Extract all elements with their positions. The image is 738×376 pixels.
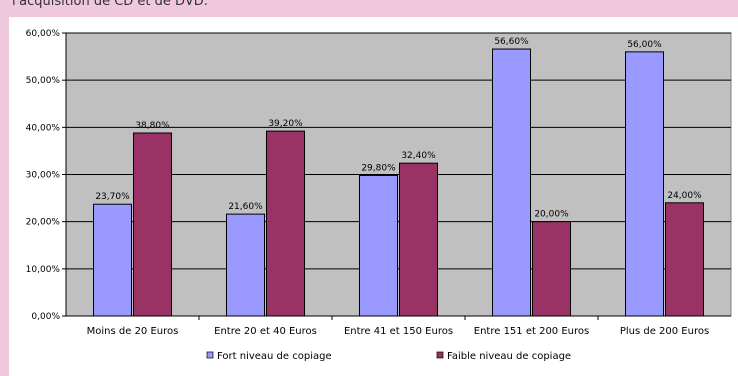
- bar: [665, 202, 704, 317]
- data-label: 56,00%: [627, 40, 662, 50]
- y-tick-label: 0,00%: [31, 312, 60, 322]
- bar: [359, 174, 398, 317]
- category-label: Entre 151 et 200 Euros: [474, 326, 589, 337]
- legend-label: Fort niveau de copiage: [217, 351, 332, 362]
- data-label: 23,70%: [95, 192, 130, 202]
- data-label: 39,20%: [268, 119, 303, 129]
- bar-chart: 0,00% 10,00% 20,00% 30,00% 40,00% 50,00% 60,00…: [26, 29, 732, 362]
- category-label: Entre 20 et 40 Euros: [214, 326, 317, 337]
- bar: [93, 203, 132, 317]
- legend-label: Faible niveau de copiage: [447, 351, 571, 362]
- bar: [133, 132, 172, 317]
- y-tick-label: 10,00%: [26, 265, 61, 275]
- chart-frame: 0,00% 10,00% 20,00% 30,00% 40,00% 50,00% 60,00…: [9, 17, 738, 376]
- bar: [532, 221, 571, 317]
- data-label: 29,80%: [361, 163, 396, 173]
- bar: [266, 130, 305, 317]
- y-tick-label: 20,00%: [26, 218, 61, 228]
- category-label: Moins de 20 Euros: [87, 326, 179, 337]
- y-tick-label: 50,00%: [26, 76, 61, 86]
- y-tick-label: 30,00%: [26, 171, 61, 181]
- bar: [399, 162, 438, 317]
- legend-swatch: [436, 351, 444, 359]
- data-label: 21,60%: [228, 202, 263, 212]
- bar: [492, 48, 531, 317]
- data-label: 56,60%: [494, 37, 529, 47]
- category-label: Plus de 200 Euros: [620, 326, 709, 337]
- data-label: 32,40%: [401, 151, 436, 161]
- y-tick-label: 40,00%: [26, 123, 61, 133]
- bar: [625, 51, 664, 317]
- data-label: 38,80%: [135, 121, 170, 131]
- data-label: 20,00%: [534, 210, 569, 220]
- category-label: Entre 41 et 150 Euros: [344, 326, 453, 337]
- legend-swatch: [206, 351, 214, 359]
- bar: [226, 213, 265, 317]
- y-tick-label: 60,00%: [26, 29, 61, 39]
- data-label: 24,00%: [667, 191, 702, 201]
- chart-caption: l'acquisition de CD et de DVD.: [12, 0, 208, 9]
